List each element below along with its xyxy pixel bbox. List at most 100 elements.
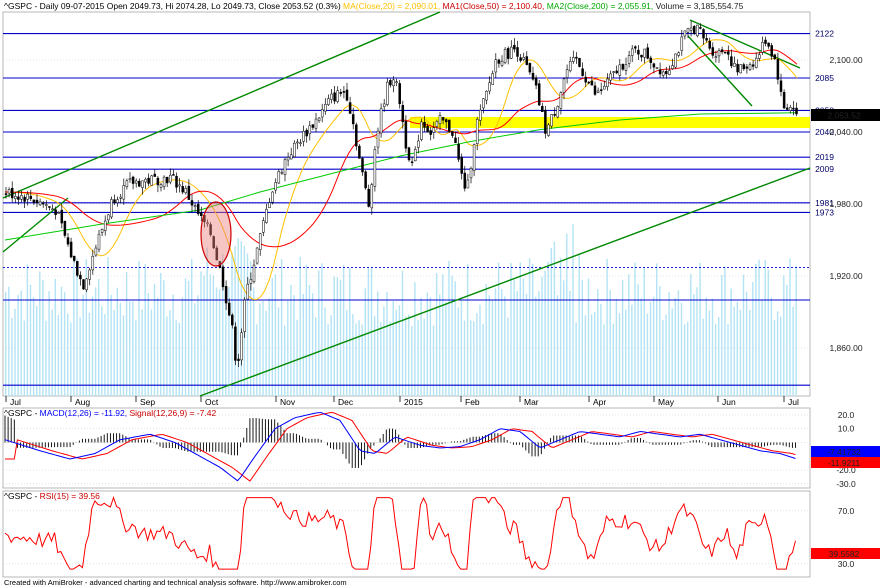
candle-down [658, 69, 662, 75]
volume-bar [228, 287, 230, 396]
volume-bar [107, 257, 109, 396]
candle-down [17, 196, 20, 200]
volume-bar [683, 324, 686, 396]
volume-bar [147, 293, 149, 396]
candle-down [231, 314, 234, 326]
volume-bar [411, 325, 413, 396]
volume-bar [621, 279, 624, 396]
candle-down [79, 274, 82, 280]
candle-up [671, 65, 674, 69]
candle-down [640, 54, 643, 58]
candle-up [482, 98, 485, 109]
candle-up [609, 73, 612, 81]
volume-bar [339, 279, 342, 396]
month-axis: Jul Aug Sep Oct Nov Dec 2015 Feb Mar Apr May Jun Jul [5, 396, 799, 407]
volume-bar [516, 291, 518, 396]
volume-bar [206, 247, 208, 396]
volume-bar [14, 308, 16, 396]
price-axis-label: 2,100.00 [829, 55, 862, 65]
candle-up [522, 57, 525, 60]
volume-bar [572, 224, 574, 396]
candle-down [441, 117, 445, 121]
volume-bar [408, 314, 410, 396]
volume-bar [432, 325, 435, 396]
price-axis-label: 1,860.00 [829, 343, 862, 353]
volume-bar [274, 274, 277, 396]
volume-bar [721, 275, 723, 396]
volume-bar [5, 291, 7, 396]
candle-up [330, 93, 333, 100]
candle-down [444, 119, 448, 123]
candle-up [754, 57, 758, 68]
candle-up [668, 70, 671, 75]
volume-bar [659, 286, 661, 396]
candle-down [773, 54, 777, 60]
candle-up [655, 67, 659, 69]
volume-bar [652, 296, 655, 396]
rsi-header-dash: - [32, 491, 40, 501]
volume-bar [646, 313, 649, 396]
candle-down [66, 237, 70, 245]
candle-down [460, 157, 463, 174]
candle-up [568, 61, 572, 72]
volume-bar [733, 306, 735, 396]
candle-up [417, 140, 420, 148]
candle-up [336, 90, 339, 102]
volume-bar [718, 317, 720, 396]
level-label: 1981 [815, 198, 834, 208]
volume-bar [209, 274, 211, 396]
candle-up [280, 171, 284, 174]
volume-bar [404, 316, 407, 396]
volume-bar [153, 283, 156, 396]
volume-bar [711, 298, 714, 396]
volume-bar [587, 278, 590, 396]
macd-plot-area [2, 407, 811, 489]
volume-bars [5, 224, 797, 396]
volume-bar [445, 302, 447, 396]
candle-down [537, 83, 541, 106]
rsi-axis-label: 30.0 [838, 559, 855, 569]
macd-axis-label: -20.0 [836, 465, 856, 475]
volume-bar [166, 316, 168, 396]
volume-bar [696, 287, 698, 396]
candle-up [556, 105, 560, 118]
candle-down [23, 196, 26, 202]
candle-up [107, 214, 110, 221]
volume-bar [566, 233, 568, 396]
volume-bar [311, 293, 314, 396]
volume-bar [373, 315, 376, 396]
volume-bar [39, 271, 41, 396]
volume-bar [615, 298, 618, 396]
candle-down [181, 186, 184, 193]
candle-up [559, 92, 563, 109]
volume-bar [485, 283, 487, 396]
candle-up [7, 189, 11, 194]
candle-down [584, 76, 587, 83]
macd-value-tag-label: -7.41732 [827, 447, 861, 457]
candle-down [63, 220, 67, 236]
candle-down [705, 38, 708, 41]
price-axis-label: 1,980.00 [829, 199, 862, 209]
volume-bar [544, 270, 546, 396]
candle-up [475, 119, 479, 144]
signal-legend: Signal(12,26,9) = -7.42 [130, 408, 217, 418]
last-price-tag-label: 2,053.52 [827, 111, 860, 121]
volume-bar [497, 262, 500, 396]
candle-down [506, 48, 510, 59]
candle-down [795, 107, 798, 115]
volume-bar [631, 304, 633, 396]
month-label: Mar [524, 397, 539, 407]
candle-down [60, 209, 64, 224]
candle-down [196, 203, 200, 215]
volume-bar [401, 270, 404, 396]
volume-bar [755, 263, 757, 396]
candle-down [29, 195, 33, 199]
volume-bar [318, 270, 320, 396]
volume-bar [714, 323, 717, 396]
candle-down [76, 261, 79, 276]
candle-up [150, 175, 153, 186]
signal-value-tag: -11.9211 [811, 457, 880, 468]
candle-up [683, 30, 687, 37]
volume-bar [85, 259, 87, 396]
candle-up [271, 191, 274, 203]
